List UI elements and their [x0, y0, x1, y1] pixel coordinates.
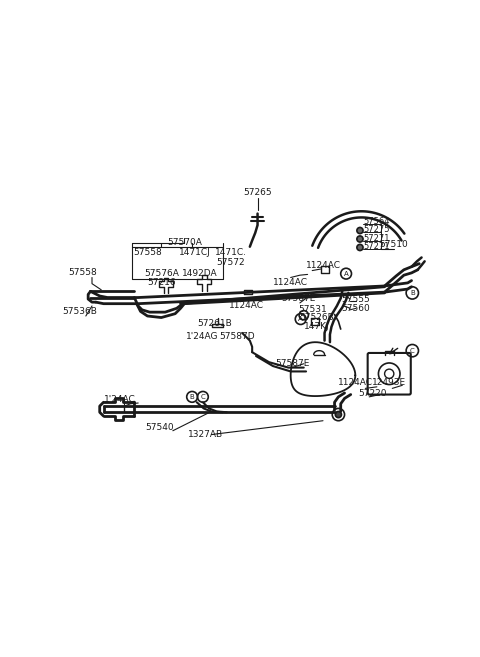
- Text: 57216: 57216: [147, 279, 176, 287]
- Text: 57531: 57531: [299, 305, 327, 313]
- Text: 1492DA: 1492DA: [182, 269, 217, 278]
- Text: 57570A: 57570A: [167, 238, 202, 247]
- Text: 57275: 57275: [364, 225, 390, 235]
- Text: 57220: 57220: [358, 388, 386, 397]
- Text: C: C: [410, 348, 415, 353]
- Text: 57540: 57540: [145, 423, 174, 432]
- Text: 57555: 57555: [341, 294, 370, 304]
- Circle shape: [357, 227, 363, 234]
- Circle shape: [357, 236, 363, 242]
- Text: 57271: 57271: [364, 242, 390, 251]
- Text: 1'24AG: 1'24AG: [186, 332, 218, 340]
- Text: 57587D: 57587D: [219, 332, 254, 340]
- Text: 147KJ: 147KJ: [304, 321, 330, 330]
- Text: 1'24AC: 1'24AC: [104, 395, 135, 403]
- Text: 12493E: 12493E: [372, 378, 406, 388]
- Text: 57265: 57265: [243, 189, 272, 197]
- Text: A: A: [298, 316, 303, 322]
- Text: 1124AC: 1124AC: [228, 302, 264, 311]
- Text: 57572: 57572: [216, 258, 245, 267]
- Text: 57526B: 57526B: [300, 313, 334, 322]
- Text: C: C: [201, 394, 205, 400]
- Text: 57560: 57560: [341, 304, 370, 313]
- Text: B: B: [410, 290, 415, 296]
- Text: 57261B: 57261B: [197, 319, 232, 328]
- Circle shape: [357, 244, 363, 250]
- Text: 1327AB: 1327AB: [188, 430, 224, 439]
- Text: 1124AC: 1124AC: [273, 278, 308, 286]
- Text: 1471C.: 1471C.: [215, 248, 247, 258]
- Text: 57536B: 57536B: [62, 307, 97, 316]
- Text: 57564: 57564: [364, 217, 390, 226]
- Text: 57576A: 57576A: [144, 269, 179, 278]
- Text: 57510: 57510: [380, 240, 408, 249]
- Text: 57558: 57558: [133, 248, 162, 258]
- Text: 1471CJ: 1471CJ: [179, 248, 210, 258]
- Text: 1124AC: 1124AC: [305, 261, 340, 271]
- Text: B: B: [190, 394, 194, 400]
- Text: 57271: 57271: [364, 234, 390, 242]
- Text: 57587E: 57587E: [281, 294, 315, 303]
- Text: 57558: 57558: [68, 268, 97, 277]
- Text: 1124AC: 1124AC: [338, 378, 373, 388]
- Text: A: A: [344, 271, 348, 277]
- Circle shape: [336, 411, 341, 418]
- Text: 57587E: 57587E: [275, 359, 310, 368]
